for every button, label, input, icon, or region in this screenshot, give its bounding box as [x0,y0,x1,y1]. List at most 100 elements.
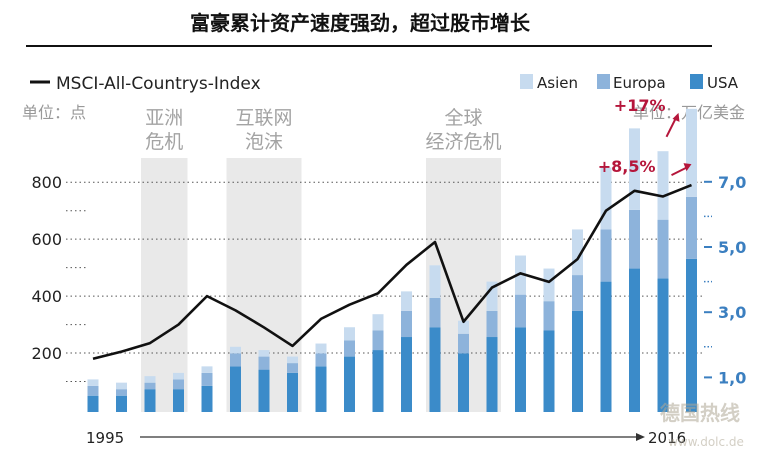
legend-europa-label: Europa [613,74,666,92]
time-arrow-head [636,433,645,441]
watermark-text: 德国热线 [660,401,740,425]
x-start-label: 1995 [86,429,124,447]
bar-usa [230,366,241,412]
crisis-period-label: 经济危机 [425,131,501,153]
line-growth-arrow [671,166,688,176]
bar-usa [344,356,355,412]
bar-usa [401,337,412,412]
bar-asien [87,379,99,386]
bar-usa [458,353,469,412]
line-growth-arrowhead [683,163,692,172]
bar-asien [515,255,526,295]
x-end-label: 2016 [648,429,686,447]
crisis-period-label: 泡沫 [245,131,283,153]
bar-asien [201,366,213,373]
bar-asien [144,376,156,383]
bar-usa [600,281,612,412]
bar-usa [486,337,498,412]
crisis-period-label: 互联网 [235,107,292,129]
bar-usa [87,395,99,412]
bar-europa [486,310,498,338]
watermark-url: www.dolc.de [668,435,744,449]
bar-usa [629,268,640,412]
bar-usa [287,372,298,412]
bar-growth-arrowhead [672,112,680,122]
bar-asien [458,320,469,334]
bar-europa [372,330,384,351]
bar-europa [657,219,669,279]
bar-usa [657,278,669,412]
bar-europa [543,301,555,331]
legend-usa-label: USA [707,74,739,92]
bar-europa [201,372,213,386]
bar-usa [258,369,270,412]
bar-europa [429,297,441,328]
bar-asien [258,350,270,357]
right-axis-tick-label: 3,0 [718,303,746,322]
bar-usa [572,310,583,412]
bar-europa [458,333,469,354]
bar-europa [258,356,270,370]
bar-europa [629,209,640,269]
bar-europa [315,353,327,367]
bar-europa [230,353,241,367]
bar-europa [173,379,184,390]
bar-asien [429,265,441,298]
bar-usa [372,350,384,412]
bar-usa [116,395,127,412]
bar-asien [486,281,498,311]
right-axis-tick-label: 5,0 [718,238,746,257]
left-axis-tick-label: 200 [31,344,62,363]
bar-europa [401,310,412,338]
bar-europa [144,382,156,390]
bar-asien [657,151,669,220]
bar-usa [515,327,526,412]
left-axis-unit: 单位：点 [22,103,86,122]
bar-asien [230,346,241,354]
legend-line-label: MSCI-All-Countrys-Index [56,74,261,94]
crisis-period-band [141,158,188,412]
bar-asien [372,314,384,331]
bar-asien [686,108,697,197]
bar-europa [686,196,697,259]
left-axis-tick-label: 400 [31,287,62,306]
bar-asien [600,167,612,230]
bar-asien [344,327,355,341]
bar-usa [686,258,697,412]
crisis-period-label: 亚洲 [145,107,183,129]
bar-asien [173,372,184,380]
bar-asien [401,291,412,311]
chart-title: 富豪累计资产速度强劲，超过股市增长 [190,11,531,35]
bar-asien [315,343,327,354]
bar-europa [344,340,355,357]
line-growth-label: +8,5% [598,157,656,176]
bar-asien [629,128,640,210]
legend-asien-label: Asien [537,74,578,92]
bar-asien [116,382,127,390]
msci-index-line [92,183,692,361]
bar-growth-arrow [665,118,677,138]
right-axis-tick-label: 1,0 [718,368,746,387]
bar-usa [543,330,555,412]
left-axis-tick-label: 800 [31,173,62,192]
bar-usa [144,389,156,412]
bar-usa [201,385,213,412]
bar-europa [600,229,612,282]
bar-europa [515,294,526,328]
bar-asien [572,229,583,276]
crisis-period-label: 全球 [444,107,482,129]
watermark: 德国热线 www.dolc.de [660,401,744,449]
crisis-period-label: 危机 [145,131,183,153]
bar-europa [287,363,298,373]
bar-asien [543,268,555,302]
legend-asien-swatch [520,74,533,89]
bar-europa [116,389,127,396]
bar-asien [287,356,298,364]
legend-usa-swatch [690,74,703,89]
legend-europa-swatch [597,74,610,89]
bar-usa [315,366,327,412]
bar-europa [87,385,99,396]
bar-usa [429,327,441,412]
